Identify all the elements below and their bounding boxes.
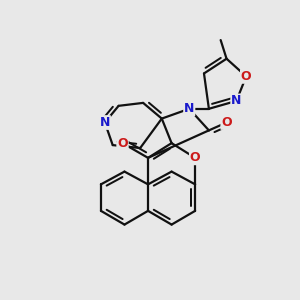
- Text: N: N: [231, 94, 242, 107]
- Text: N: N: [100, 116, 110, 129]
- Text: O: O: [190, 152, 200, 164]
- Text: N: N: [184, 102, 194, 115]
- Text: O: O: [241, 70, 251, 83]
- Text: O: O: [221, 116, 232, 129]
- Text: O: O: [117, 136, 128, 150]
